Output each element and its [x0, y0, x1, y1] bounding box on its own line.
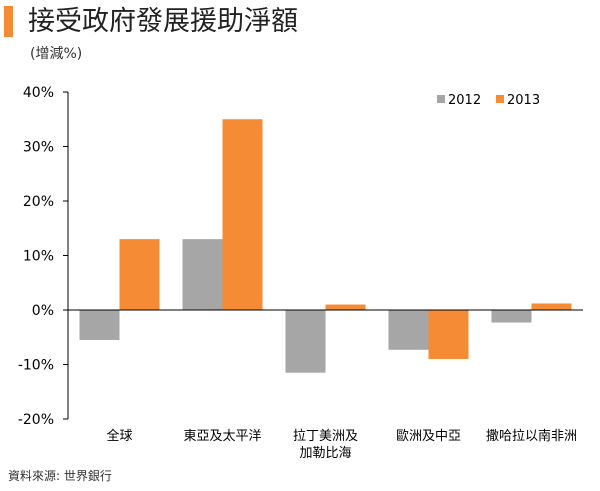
chart-title: 接受政府發展援助淨額 — [28, 6, 298, 37]
legend-label: 2012 — [448, 93, 481, 108]
bar-2012 — [79, 310, 120, 340]
y-tick-label: 10% — [23, 249, 54, 265]
chart-subtitle: (增減%) — [30, 46, 83, 62]
x-category-label: 撒哈拉以南非洲 — [486, 428, 577, 444]
bar-2012 — [182, 239, 223, 310]
y-tick-label: 40% — [23, 85, 54, 101]
y-tick-label: 20% — [23, 194, 54, 210]
bar-2012 — [491, 310, 532, 323]
y-tick-label: 30% — [23, 140, 54, 156]
bar-2012 — [388, 310, 429, 350]
x-category-label: 加勒比海 — [299, 446, 351, 461]
bar-2013 — [222, 119, 263, 310]
x-category-label: 全球 — [106, 428, 132, 444]
x-category-label: 歐洲及中亞 — [396, 429, 461, 444]
bar-2013 — [325, 304, 366, 310]
title-accent-bar — [4, 6, 13, 37]
x-category-label: 拉丁美洲及 — [293, 429, 358, 444]
bar-2013 — [428, 310, 469, 360]
y-tick-label: -20% — [18, 412, 54, 428]
x-category-label: 東亞及太平洋 — [183, 428, 261, 444]
source-note: 資料來源: 世界銀行 — [8, 469, 112, 483]
legend-swatch-2012 — [437, 95, 445, 103]
bar-2012 — [285, 310, 326, 373]
bar-2013 — [119, 239, 160, 310]
legend-label: 2013 — [507, 93, 540, 108]
y-tick-label: -10% — [18, 358, 54, 374]
legend-swatch-2013 — [496, 95, 504, 103]
y-tick-label: 0% — [32, 303, 54, 319]
bar-2013 — [531, 303, 572, 310]
